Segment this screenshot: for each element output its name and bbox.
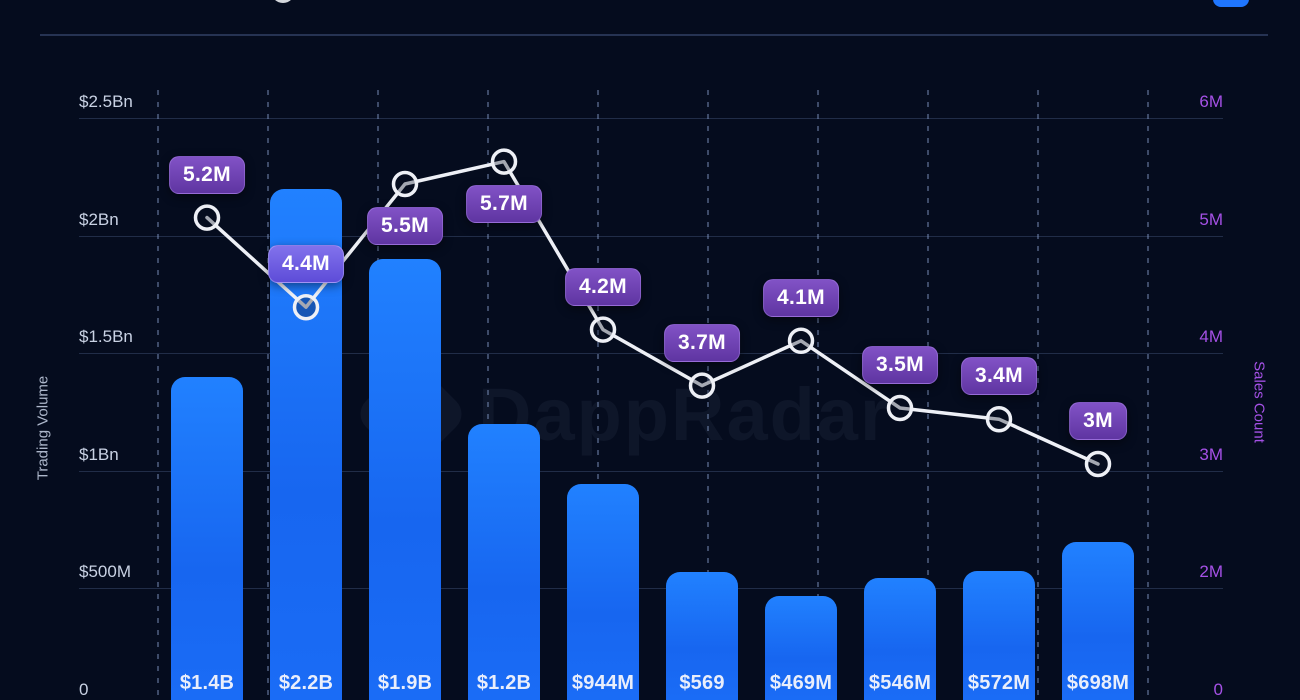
volume-bar-label: $569 [679, 671, 725, 694]
left-axis-tick: 0 [79, 679, 89, 699]
gridline-horizontal [79, 118, 1223, 119]
volume-bar[interactable]: $546M [864, 577, 936, 700]
volume-bar-label: $1.4B [179, 671, 235, 694]
sales-point-marker[interactable] [391, 170, 419, 198]
volume-bar[interactable]: $1.2B [468, 423, 540, 700]
gridline-vertical [157, 90, 159, 700]
volume-bar[interactable]: $944M [567, 483, 639, 700]
volume-bar[interactable]: $1.4B [171, 376, 243, 700]
right-axis-title: Sales Count [1250, 361, 1268, 443]
sales-count-badge: 5.2M [169, 155, 245, 194]
sales-count-badge: 4.2M [565, 267, 641, 306]
sales-point-marker[interactable] [985, 405, 1013, 433]
header-logo-fragment [271, 0, 295, 3]
right-axis-tick: 3M [1199, 444, 1223, 464]
left-axis-tick: $2Bn [79, 209, 119, 229]
header-button-fragment[interactable] [1213, 0, 1249, 7]
sales-point-marker[interactable] [886, 394, 914, 422]
sales-point-marker[interactable] [688, 372, 716, 399]
gridline-horizontal [79, 353, 1223, 354]
right-axis-tick: 4M [1199, 327, 1223, 346]
right-axis-tick: 0 [1213, 679, 1223, 699]
sales-count-badge: 5.7M [466, 184, 542, 223]
volume-bar-label: $1.2B [476, 671, 532, 694]
sales-count-badge: 3.4M [961, 357, 1037, 396]
sales-point-marker[interactable] [1084, 450, 1112, 478]
volume-bar-label: $698M [1066, 671, 1130, 694]
gridline-vertical [1147, 90, 1149, 700]
volume-bar-label: $469M [769, 671, 833, 694]
sales-count-badge: 3.7M [664, 323, 740, 362]
sales-count-badge: 4.1M [763, 278, 839, 317]
volume-bar[interactable]: $569 [666, 572, 738, 700]
sales-point-marker[interactable] [589, 316, 617, 343]
left-axis-title: Trading Volume [34, 375, 52, 481]
sales-count-badge: 3.5M [862, 346, 938, 384]
right-axis-tick: 6M [1199, 92, 1223, 111]
gridline-vertical [1037, 90, 1039, 700]
left-axis-tick: $1.5Bn [79, 327, 133, 346]
gridline-vertical [267, 90, 269, 700]
sales-count-badge: 3M [1069, 402, 1127, 440]
volume-bar[interactable]: $698M [1062, 541, 1134, 700]
volume-bar[interactable]: $572M [963, 571, 1035, 700]
volume-bar-label: $2.2B [278, 671, 334, 694]
volume-bar-label: $944M [571, 671, 635, 694]
left-axis-tick: $1Bn [79, 444, 119, 464]
sales-point-marker[interactable] [490, 148, 518, 175]
right-axis-tick: 2M [1199, 562, 1223, 581]
sales-count-badge: 5.5M [367, 207, 443, 245]
left-axis-tick: $2.5Bn [79, 92, 133, 111]
sales-point-marker[interactable] [193, 204, 221, 231]
volume-bar-label: $1.9B [377, 671, 433, 694]
sales-point-marker[interactable] [787, 327, 815, 355]
gridline-horizontal [79, 235, 1223, 237]
volume-bar[interactable]: $1.9B [369, 259, 441, 700]
header-divider [40, 34, 1268, 36]
volume-bar-label: $546M [868, 671, 932, 694]
right-axis-tick: 5M [1199, 209, 1223, 229]
gridline-horizontal [79, 588, 1223, 589]
left-axis-tick: $500M [79, 562, 131, 581]
sales-count-badge: 4.4M [268, 245, 344, 284]
gridline-horizontal [79, 470, 1223, 472]
volume-bar-label: $572M [967, 671, 1031, 694]
volume-bar[interactable]: $469M [765, 595, 837, 700]
